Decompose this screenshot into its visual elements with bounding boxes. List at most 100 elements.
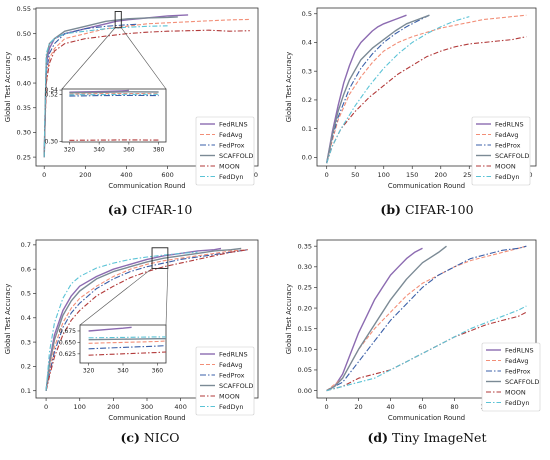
y-tick-label: 0.6 [21, 265, 31, 273]
panel-caption: (b) CIFAR-100 [380, 202, 473, 217]
legend-label: FedAvg [505, 357, 529, 365]
legend-label: FedAvg [219, 131, 243, 139]
y-tick-label: 0.50 [17, 30, 31, 38]
y-tick-label: 0.35 [17, 104, 31, 112]
legend-label: FedAvg [495, 131, 519, 139]
legend-label: FedDyn [505, 399, 529, 407]
x-axis-label: Communication Round [388, 182, 465, 190]
x-axis-label: Communication Round [388, 414, 465, 422]
caption-letter: (a) [108, 202, 128, 217]
panel-a: 020040060080010000.250.300.350.400.450.5… [4, 5, 258, 217]
zoom-y-tick-label: 0.625 [59, 351, 76, 358]
caption-text: CIFAR-100 [401, 202, 474, 217]
x-tick-label: 300 [141, 403, 153, 411]
caption-text: Tiny ImageNet [388, 430, 486, 445]
y-tick-label: 0.40 [17, 79, 31, 87]
x-tick-label: 100 [74, 403, 86, 411]
legend-label: FedDyn [219, 173, 243, 181]
legend-label: SCAFFOLD [505, 378, 539, 386]
y-axis-label: Global Test Accuracy [285, 52, 293, 122]
legend-label: MOON [219, 162, 240, 170]
y-tick-label: 0.0 [302, 154, 312, 162]
y-tick-label: 0.35 [298, 242, 312, 250]
x-tick-label: 0 [325, 171, 329, 179]
panel-caption: (a) CIFAR-10 [108, 202, 193, 217]
panel-c: 01002003004005006000.10.20.30.40.50.60.7… [4, 240, 258, 445]
legend-label: FedDyn [495, 173, 519, 181]
y-tick-label: 0.05 [298, 366, 312, 374]
legend-label: FedProx [505, 367, 531, 375]
zoom-x-tick-label: 340 [117, 368, 129, 375]
y-tick-label: 0.55 [17, 5, 31, 13]
y-tick-label: 0.5 [302, 10, 312, 18]
zoom-x-tick-label: 360 [123, 147, 135, 154]
x-tick-label: 200 [107, 403, 119, 411]
x-tick-label: 40 [386, 403, 394, 411]
legend-label: FedProx [495, 141, 521, 149]
zoom-y-tick-label: 0.30 [45, 138, 59, 145]
legend-label: FedRLNS [505, 346, 534, 354]
zoom-x-tick-label: 380 [153, 147, 165, 154]
x-tick-label: 20 [354, 403, 362, 411]
x-axis-label: Communication Round [108, 182, 185, 190]
caption-letter: (c) [120, 430, 139, 445]
x-tick-label: 400 [120, 171, 132, 179]
y-axis-label: Global Test Accuracy [285, 284, 293, 354]
x-tick-label: 0 [44, 403, 48, 411]
y-tick-label: 0.30 [17, 129, 31, 137]
x-tick-label: 600 [161, 171, 173, 179]
panel-caption: (c) NICO [120, 430, 179, 445]
caption-letter: (d) [368, 430, 389, 445]
panel-caption: (d) Tiny ImageNet [368, 430, 487, 445]
legend-label: FedRLNS [219, 120, 248, 128]
zoom-x-tick-label: 340 [93, 147, 105, 154]
panel-b: 0501001502002503003500.00.10.20.30.40.5C… [285, 8, 536, 217]
zoom-y-tick-label: 0.650 [59, 339, 76, 346]
zoom-inset-frame [62, 89, 166, 142]
y-tick-label: 0.15 [298, 325, 312, 333]
caption-letter: (b) [380, 202, 401, 217]
y-tick-label: 0.10 [298, 346, 312, 354]
x-tick-label: 150 [406, 171, 418, 179]
y-axis-label: Global Test Accuracy [4, 52, 12, 122]
x-tick-label: 100 [378, 171, 390, 179]
y-tick-label: 0.2 [302, 96, 312, 104]
y-tick-label: 0.7 [21, 241, 31, 249]
y-tick-label: 0.2 [21, 363, 31, 371]
panel-d: 0204060801001200.000.050.100.150.200.250… [285, 240, 540, 445]
y-tick-label: 0.20 [298, 304, 312, 312]
x-tick-label: 80 [450, 403, 458, 411]
legend-label: FedDyn [219, 403, 243, 411]
y-tick-label: 0.1 [302, 125, 312, 133]
x-tick-label: 0 [325, 403, 329, 411]
y-tick-label: 0.45 [17, 55, 31, 63]
y-tick-label: 0.30 [298, 263, 312, 271]
legend-label: FedProx [219, 141, 245, 149]
y-tick-label: 0.3 [302, 67, 312, 75]
x-tick-label: 200 [435, 171, 447, 179]
legend-label: FedAvg [219, 361, 243, 369]
caption-text: NICO [140, 430, 180, 445]
legend-label: MOON [505, 388, 526, 396]
zoom-y-tick-label: 0.54 [45, 87, 59, 94]
y-axis-label: Global Test Accuracy [4, 284, 12, 354]
caption-text: CIFAR-10 [128, 202, 193, 217]
x-tick-label: 200 [79, 171, 91, 179]
legend-label: MOON [495, 162, 516, 170]
y-tick-label: 0.25 [298, 284, 312, 292]
legend-label: SCAFFOLD [219, 382, 253, 390]
zoom-y-tick-label: 0.675 [59, 328, 76, 335]
x-tick-label: 60 [418, 403, 426, 411]
y-tick-label: 0.1 [21, 387, 31, 395]
zoom-series-line-feddyn [69, 94, 158, 95]
y-tick-label: 0.4 [302, 39, 312, 47]
x-tick-label: 400 [174, 403, 186, 411]
legend-label: FedProx [219, 371, 245, 379]
x-axis-label: Communication Round [108, 414, 185, 422]
legend-label: FedRLNS [495, 120, 524, 128]
legend-label: SCAFFOLD [219, 152, 253, 160]
y-tick-label: 0.3 [21, 338, 31, 346]
legend-label: MOON [219, 392, 240, 400]
